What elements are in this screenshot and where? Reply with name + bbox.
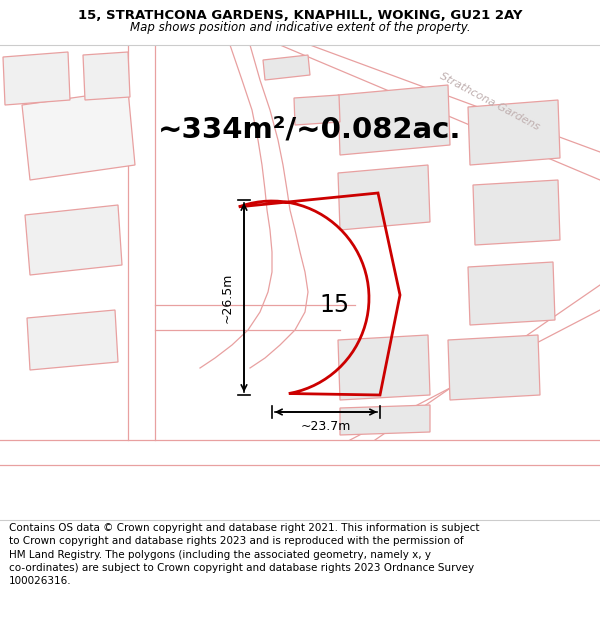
Text: ~334m²/~0.082ac.: ~334m²/~0.082ac.	[158, 116, 462, 144]
Polygon shape	[25, 205, 122, 275]
Polygon shape	[468, 262, 555, 325]
Text: Strathcona Gardens: Strathcona Gardens	[439, 71, 542, 132]
Polygon shape	[22, 90, 135, 180]
Polygon shape	[468, 100, 560, 165]
Text: Map shows position and indicative extent of the property.: Map shows position and indicative extent…	[130, 21, 470, 34]
Polygon shape	[340, 405, 430, 435]
Text: ~26.5m: ~26.5m	[221, 272, 234, 322]
Text: 15: 15	[320, 293, 350, 317]
Polygon shape	[3, 52, 70, 105]
Polygon shape	[448, 335, 540, 400]
Polygon shape	[294, 95, 340, 125]
Polygon shape	[338, 335, 430, 400]
Polygon shape	[263, 55, 310, 80]
Text: 15, STRATHCONA GARDENS, KNAPHILL, WOKING, GU21 2AY: 15, STRATHCONA GARDENS, KNAPHILL, WOKING…	[78, 9, 522, 22]
Text: Contains OS data © Crown copyright and database right 2021. This information is : Contains OS data © Crown copyright and d…	[9, 523, 479, 586]
Polygon shape	[83, 52, 130, 100]
Polygon shape	[338, 85, 450, 155]
Polygon shape	[473, 180, 560, 245]
Text: ~23.7m: ~23.7m	[301, 420, 351, 433]
Polygon shape	[27, 310, 118, 370]
Polygon shape	[338, 165, 430, 230]
